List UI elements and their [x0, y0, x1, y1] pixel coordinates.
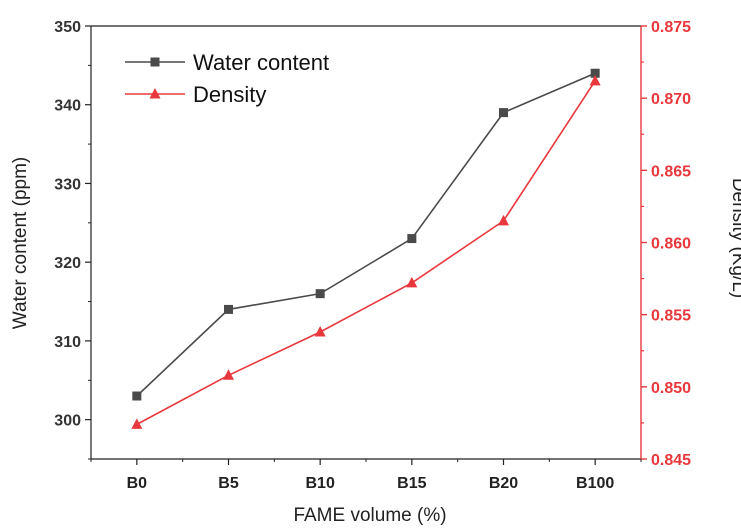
legend: Water content Density [125, 50, 329, 107]
data-point-square [315, 289, 325, 299]
right-tick-label: 0.850 [651, 380, 691, 397]
plot-frame [91, 25, 641, 460]
legend-marker-triangle [149, 88, 161, 99]
left-tick-label: 330 [54, 176, 81, 193]
x-tick-label: B0 [127, 475, 148, 492]
left-tick-label: 340 [54, 98, 81, 115]
right-tick-label: 0.855 [651, 308, 691, 325]
data-point-triangle [131, 418, 143, 429]
series-line-2 [136, 80, 596, 426]
y-axis-right-title: Density (Kg/L) [728, 178, 741, 298]
left-axis: 300 310 320 330 340 350 [54, 19, 92, 460]
x-axis: B0 B5 B10 B15 B20 B100 [90, 459, 642, 492]
data-point-square [132, 391, 142, 401]
right-axis: 0.845 0.850 0.855 0.860 0.865 0.870 0.875 [640, 19, 691, 469]
right-tick-label: 0.865 [651, 163, 691, 180]
data-point-triangle [589, 74, 601, 86]
left-tick-label: 350 [54, 19, 81, 36]
data-point-square [499, 108, 508, 118]
x-tick-label: B15 [397, 475, 426, 492]
x-tick-label: B100 [576, 475, 614, 492]
right-tick-label: 0.845 [651, 452, 691, 469]
data-point-square [407, 234, 417, 244]
data-point-square [590, 68, 600, 78]
data-point-square [224, 304, 233, 314]
data-point-triangle [498, 214, 509, 226]
x-tick-label: B10 [305, 475, 334, 492]
y-axis-left-title: Water content (ppm) [10, 157, 31, 329]
legend-marker-square [150, 57, 160, 67]
series-layer [131, 68, 601, 429]
x-axis-title: FAME volume (%) [293, 505, 446, 526]
right-tick-label: 0.860 [651, 236, 691, 253]
data-point-triangle [223, 369, 234, 380]
legend-label: Density [193, 82, 266, 107]
data-point-triangle [314, 325, 326, 337]
x-tick-label: B5 [218, 475, 239, 492]
legend-label: Water content [193, 50, 329, 75]
data-point-triangle [406, 276, 418, 288]
series-line-1 [136, 72, 596, 397]
x-tick-label: B20 [489, 475, 518, 492]
right-tick-label: 0.870 [651, 91, 691, 108]
left-tick-label: 320 [54, 255, 81, 272]
right-tick-label: 0.875 [651, 19, 691, 36]
left-tick-label: 300 [54, 413, 81, 430]
left-tick-label: 310 [54, 334, 81, 351]
